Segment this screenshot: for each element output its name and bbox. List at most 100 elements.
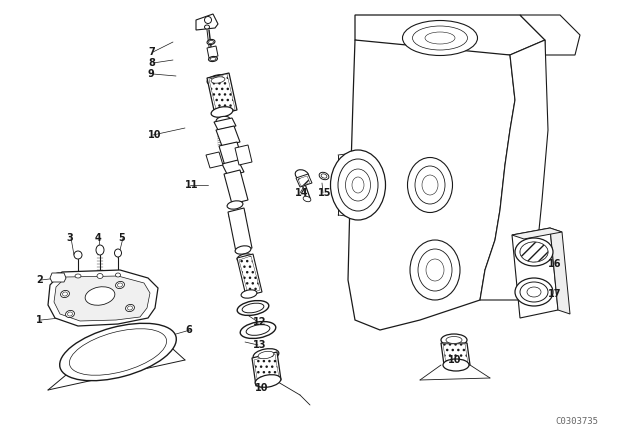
Ellipse shape [408,158,452,212]
Polygon shape [214,118,236,130]
Ellipse shape [240,322,276,339]
Polygon shape [298,176,310,186]
Text: 7: 7 [148,47,155,57]
Ellipse shape [237,301,269,315]
Ellipse shape [207,75,229,85]
Polygon shape [196,14,218,30]
Text: 16: 16 [548,259,561,269]
Polygon shape [235,145,252,165]
Ellipse shape [515,238,553,266]
Ellipse shape [97,273,103,279]
Polygon shape [50,273,66,282]
Ellipse shape [115,273,120,277]
Ellipse shape [241,290,257,298]
Ellipse shape [255,375,281,388]
Polygon shape [252,352,281,386]
Ellipse shape [415,166,445,204]
Polygon shape [480,40,548,300]
Ellipse shape [422,175,438,195]
Ellipse shape [410,240,460,300]
Ellipse shape [60,323,176,381]
Ellipse shape [295,170,308,180]
Text: 14: 14 [295,188,308,198]
Polygon shape [216,126,240,146]
Ellipse shape [118,283,122,287]
Polygon shape [441,343,470,365]
Ellipse shape [242,303,264,313]
Ellipse shape [216,116,230,124]
Ellipse shape [235,246,251,254]
Ellipse shape [125,305,134,311]
Polygon shape [348,40,515,330]
Text: 8: 8 [148,58,155,68]
Ellipse shape [426,259,444,281]
Polygon shape [207,73,237,115]
Text: 17: 17 [548,289,561,299]
Ellipse shape [116,281,124,289]
Text: 2: 2 [36,275,43,285]
Ellipse shape [441,334,467,346]
Text: 10: 10 [148,130,161,140]
Text: 1: 1 [36,315,43,325]
Polygon shape [296,174,312,187]
Ellipse shape [321,174,327,178]
Polygon shape [520,15,580,55]
Ellipse shape [425,32,455,44]
Ellipse shape [52,273,64,281]
Ellipse shape [209,40,214,43]
Ellipse shape [319,172,329,180]
Ellipse shape [210,57,216,60]
Ellipse shape [330,150,385,220]
Ellipse shape [127,306,132,310]
Ellipse shape [205,25,209,29]
Polygon shape [355,15,545,60]
Ellipse shape [75,274,81,278]
Polygon shape [239,256,260,294]
Polygon shape [54,276,150,321]
Text: 9: 9 [148,69,155,79]
Ellipse shape [413,26,467,50]
Ellipse shape [246,325,270,336]
Ellipse shape [520,282,548,302]
Ellipse shape [54,275,61,280]
Ellipse shape [207,39,215,44]
Text: C0303735: C0303735 [555,418,598,426]
Text: 13: 13 [253,340,266,350]
Ellipse shape [346,169,371,201]
Ellipse shape [211,107,233,117]
Ellipse shape [96,245,104,255]
Ellipse shape [61,290,70,297]
Ellipse shape [527,287,541,297]
Ellipse shape [65,310,74,318]
Polygon shape [550,228,570,314]
Ellipse shape [253,349,279,362]
Ellipse shape [229,211,245,219]
Polygon shape [48,270,158,326]
Polygon shape [224,170,248,204]
Ellipse shape [218,125,232,132]
Polygon shape [206,152,223,168]
Ellipse shape [63,292,67,296]
Ellipse shape [68,312,72,316]
Text: 6: 6 [185,325,192,335]
Polygon shape [512,228,562,239]
Polygon shape [254,354,279,384]
Polygon shape [209,74,235,114]
Ellipse shape [303,196,311,202]
Ellipse shape [85,287,115,305]
Ellipse shape [209,56,218,61]
Ellipse shape [115,249,122,257]
Ellipse shape [205,17,211,23]
Ellipse shape [338,159,378,211]
Polygon shape [207,46,218,58]
Text: 15: 15 [318,188,332,198]
Text: 4: 4 [95,233,102,243]
Polygon shape [520,242,548,262]
Polygon shape [222,160,244,176]
Ellipse shape [352,177,364,193]
Text: 10: 10 [255,383,269,393]
Ellipse shape [258,351,274,359]
Polygon shape [512,228,558,318]
Text: 12: 12 [253,317,266,327]
Ellipse shape [74,251,82,259]
